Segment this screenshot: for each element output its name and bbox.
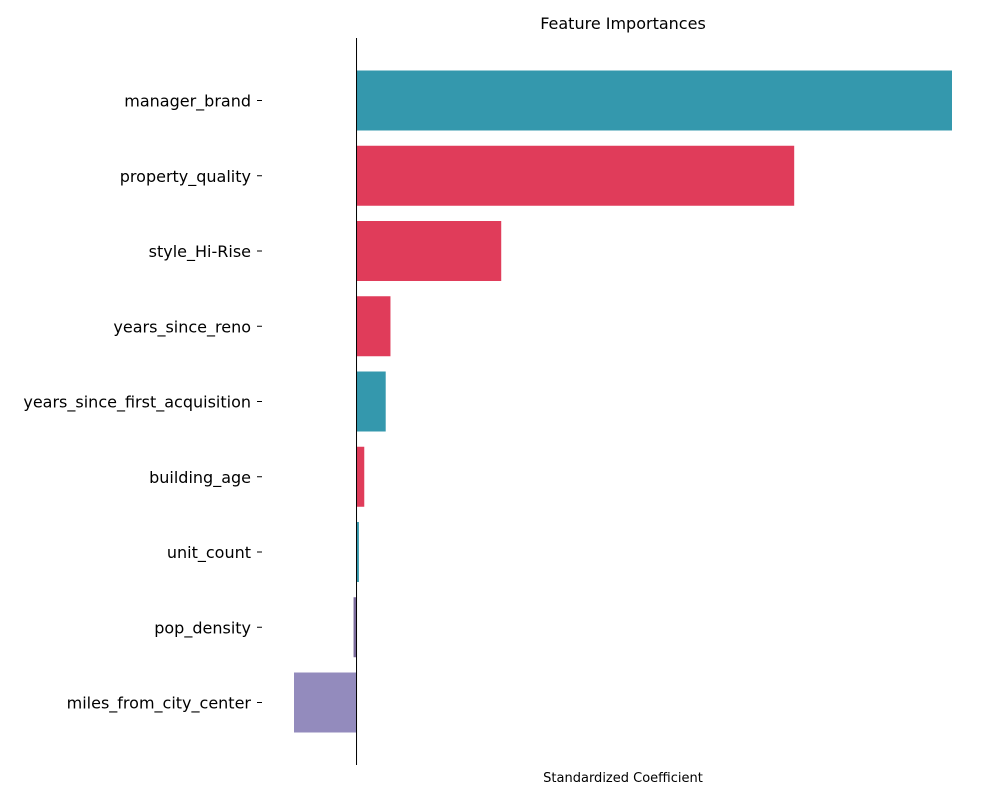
bars-group [294,70,952,733]
y-tick-label: miles_from_city_center [67,694,252,714]
bar-building_age [356,446,365,507]
bar-years_since_reno [356,296,391,357]
y-tick-label: property_quality [120,167,251,187]
y-tick-label: years_since_first_acquisition [23,393,251,413]
y-tick-label: manager_brand [124,92,251,112]
bar-property_quality [356,145,795,206]
y-tick-label: pop_density [154,618,251,638]
bar-manager_brand [356,70,952,131]
y-tick-label: unit_count [167,543,251,563]
x-axis-label: Standardized Coefficient [543,771,703,786]
bar-years_since_first_acquisition [356,371,386,432]
bar-pop_density [353,597,357,658]
chart-title: Feature Importances [540,14,706,33]
bar-miles_from_city_center [294,672,357,733]
y-tick-label: style_Hi-Rise [149,242,251,262]
y-ticks-group: manager_brand property_quality style_Hi-Ri… [23,92,262,714]
y-tick-label: years_since_reno [113,317,251,337]
bar-unit_count [356,522,359,582]
y-tick-label: building_age [149,468,251,488]
bar-style_Hi-Rise [356,221,502,281]
